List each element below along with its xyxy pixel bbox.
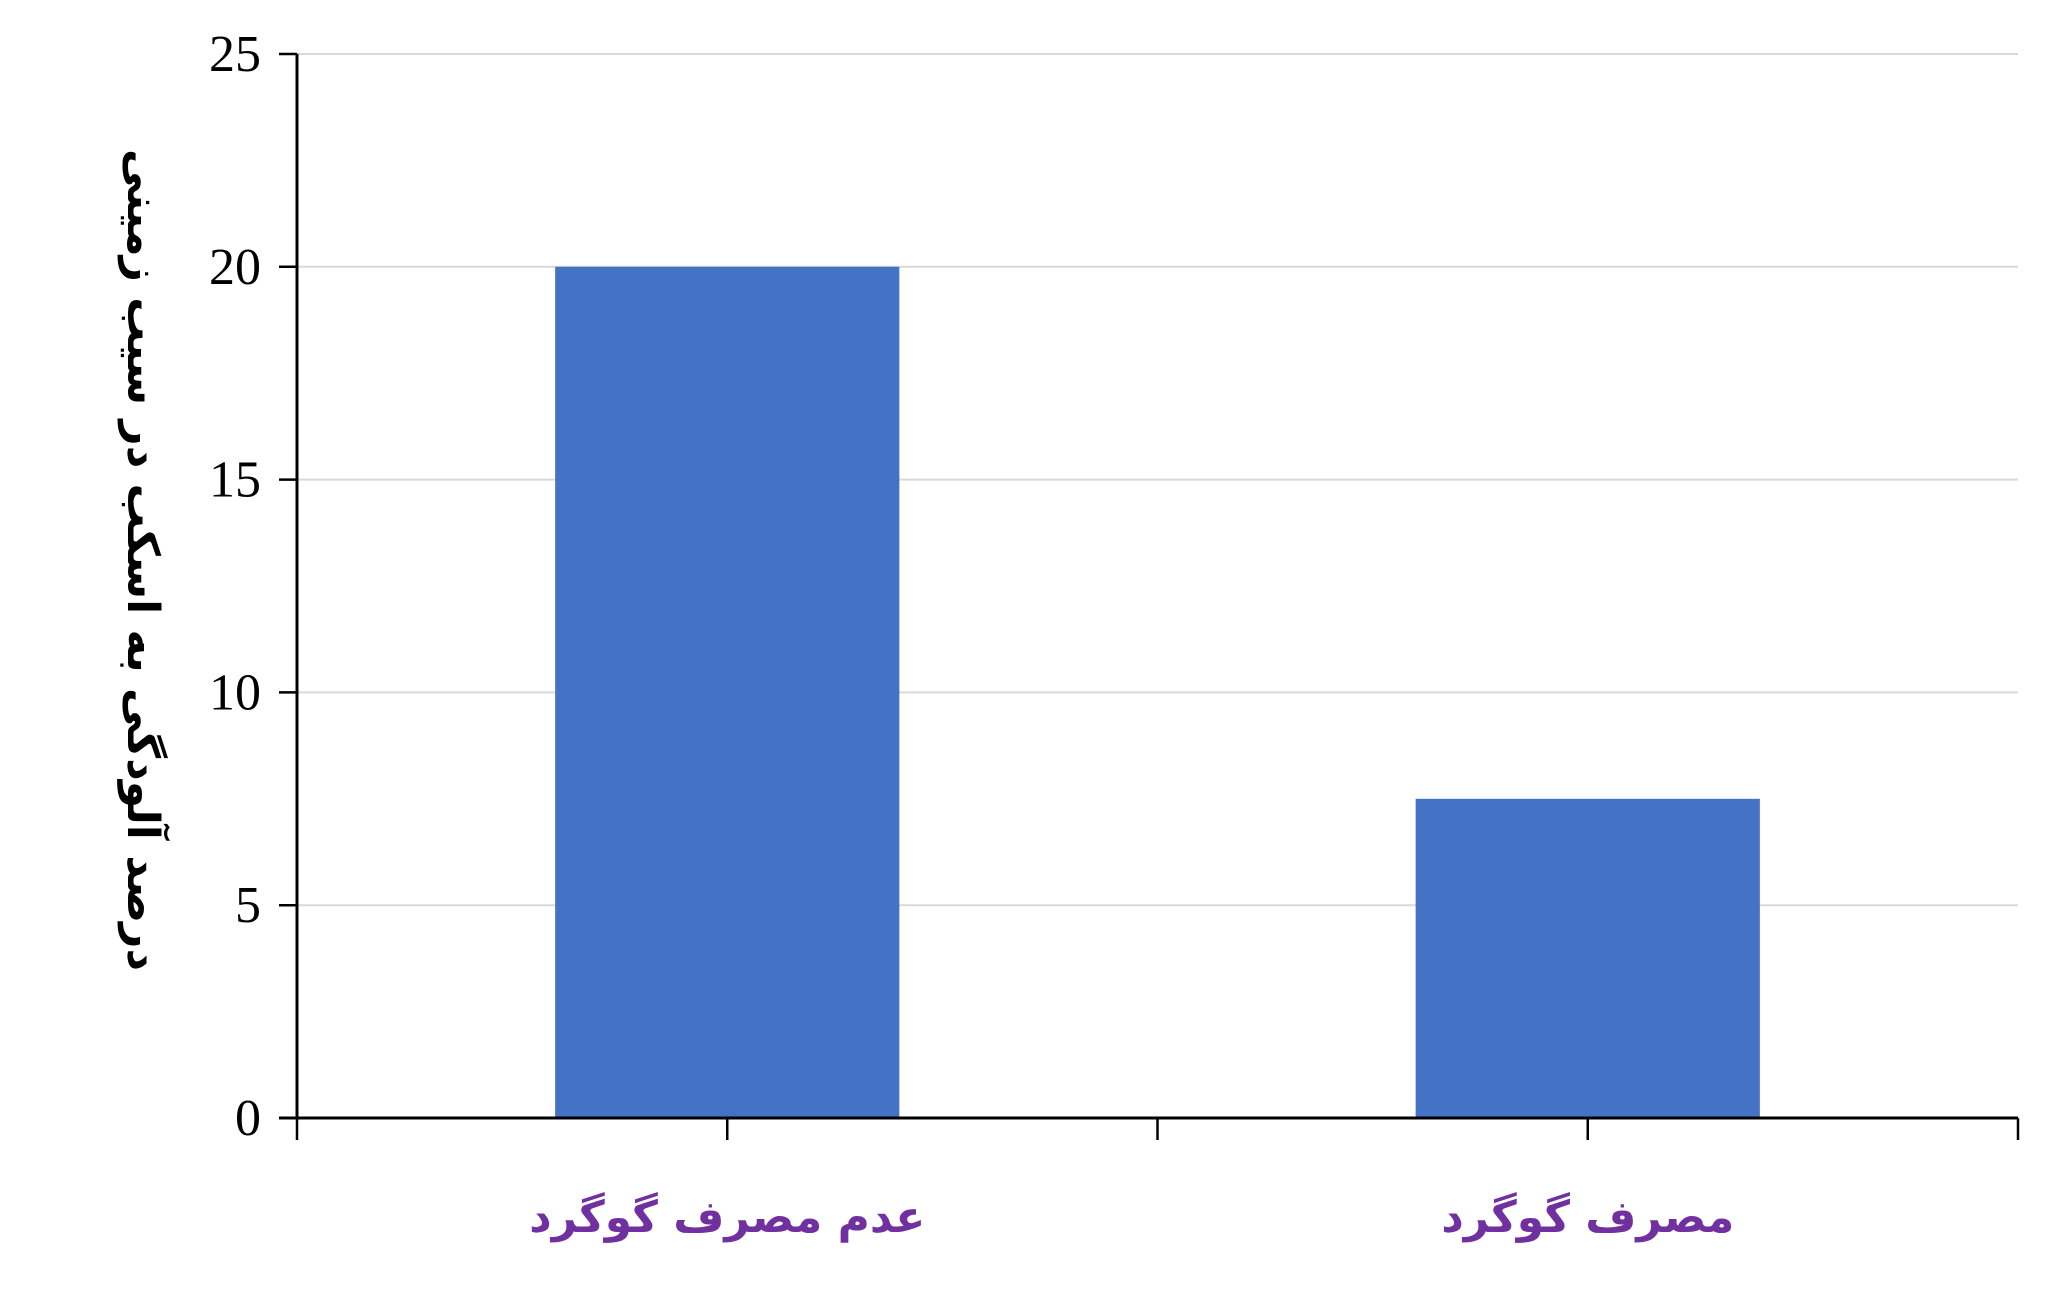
y-tick-label: 0	[235, 1090, 261, 1147]
axes	[279, 52, 2020, 1140]
x-category-label: عدم مصرف گوگرد	[529, 1191, 925, 1243]
y-tick-label: 5	[235, 877, 261, 934]
bars	[555, 266, 1760, 1118]
y-tick-label: 25	[209, 26, 261, 83]
bar	[1415, 798, 1760, 1118]
y-tick-label: 15	[209, 452, 261, 509]
y-axis-title: درصد آلودگی به اسکب در سیب زمینی	[117, 149, 171, 971]
y-tick-label: 20	[209, 239, 261, 296]
bar	[555, 266, 900, 1118]
x-category-label: مصرف گوگرد	[1441, 1191, 1734, 1243]
y-tick-label: 10	[209, 664, 261, 721]
labels: 0 5 10 15 20 25 عدم مصرف گوگرد مصرف گوگرد	[209, 26, 1734, 1243]
